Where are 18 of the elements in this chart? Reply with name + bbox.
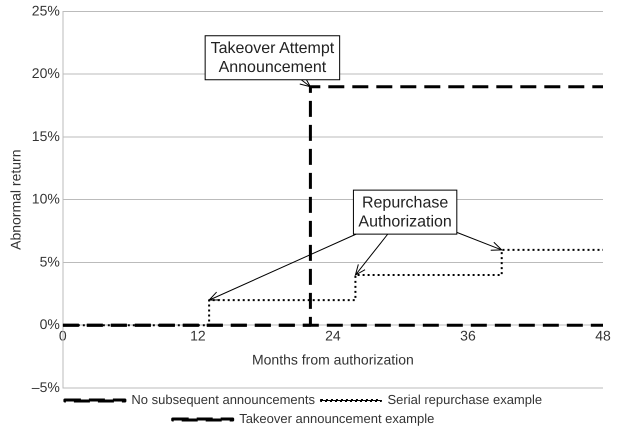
y-tick-label: 5% bbox=[40, 253, 60, 270]
annotation: Repurchase Authorization bbox=[358, 194, 452, 231]
legend-label: Takeover announcement example bbox=[239, 411, 434, 426]
y-tick-label: 20% bbox=[32, 65, 60, 82]
y-tick-label: –5% bbox=[32, 378, 60, 395]
x-tick-label: 24 bbox=[325, 327, 341, 344]
legend-label: Serial repurchase example bbox=[387, 392, 542, 408]
y-tick-label: 0% bbox=[40, 316, 60, 332]
y-tick-label: 10% bbox=[32, 190, 60, 207]
y-axis-title: Abnormal return bbox=[7, 150, 24, 250]
y-tick-label: 15% bbox=[32, 128, 60, 144]
y-tick-label: 25% bbox=[32, 2, 60, 18]
legend-label: No subsequent announcements bbox=[131, 392, 316, 408]
annotation: Takeover Attempt Announcement bbox=[210, 40, 335, 76]
x-tick-label: 48 bbox=[595, 327, 611, 344]
x-axis-title: Months from authorization bbox=[252, 351, 414, 368]
x-tick-label: 12 bbox=[190, 327, 206, 344]
x-tick-label: 36 bbox=[460, 327, 476, 344]
